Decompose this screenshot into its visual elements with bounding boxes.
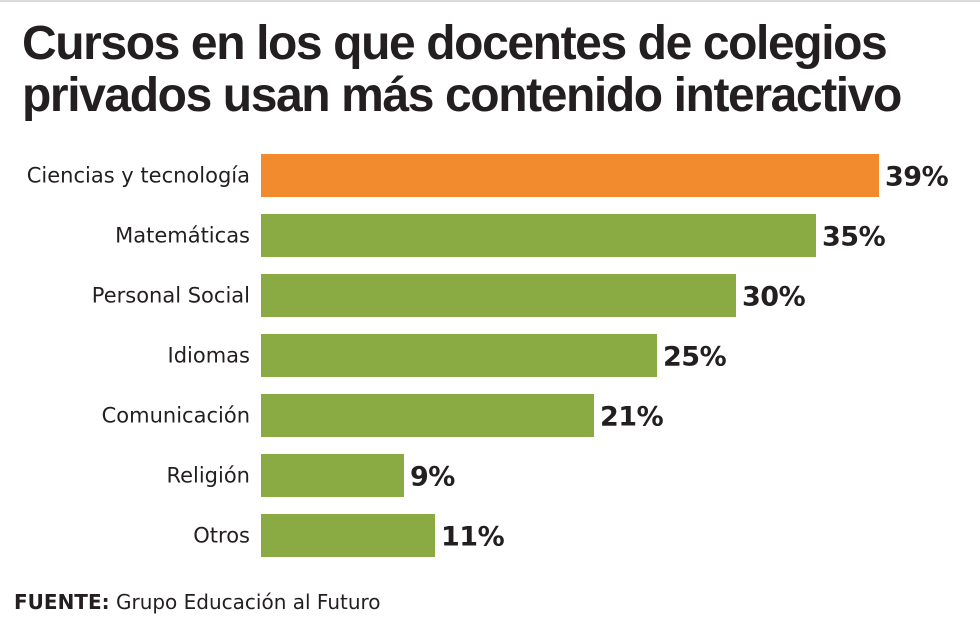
bar bbox=[261, 514, 435, 557]
category-label: Idiomas bbox=[168, 344, 250, 368]
value-label: 21% bbox=[600, 402, 664, 433]
value-label: 30% bbox=[742, 282, 806, 313]
category-label: Ciencias y tecnología bbox=[27, 164, 250, 188]
bar bbox=[261, 274, 736, 317]
source-note: FUENTE: Grupo Educación al Futuro bbox=[14, 590, 381, 614]
chart-title-line-1: Cursos en los que docentes de colegios bbox=[22, 17, 888, 70]
top-rule bbox=[0, 0, 980, 2]
bar bbox=[261, 214, 816, 257]
category-label: Religión bbox=[166, 464, 250, 488]
source-label: FUENTE: bbox=[14, 590, 110, 614]
category-label: Comunicación bbox=[102, 404, 250, 428]
bar-chart: Ciencias y tecnología Matemáticas Personal… bbox=[27, 154, 949, 557]
value-label: 25% bbox=[663, 342, 727, 373]
category-label: Otros bbox=[193, 524, 250, 548]
chart-title-line-2: privados usan más contenido interactivo bbox=[22, 69, 902, 122]
chart-title: Cursos en los que docentes de colegios p… bbox=[22, 18, 972, 122]
value-label: 39% bbox=[885, 162, 949, 193]
source-text: Grupo Educación al Futuro bbox=[109, 590, 381, 614]
category-label: Matemáticas bbox=[115, 224, 250, 248]
value-labels: 39% 35% 30% 25% 21% 9% 11% bbox=[410, 162, 949, 553]
value-label: 11% bbox=[441, 522, 505, 553]
bar bbox=[261, 154, 879, 197]
category-labels: Ciencias y tecnología Matemáticas Personal… bbox=[27, 164, 250, 548]
value-label: 35% bbox=[822, 222, 886, 253]
bar bbox=[261, 334, 657, 377]
bar bbox=[261, 454, 404, 497]
bar bbox=[261, 394, 594, 437]
value-label: 9% bbox=[410, 462, 455, 493]
bars bbox=[261, 154, 879, 557]
category-label: Personal Social bbox=[92, 284, 250, 308]
